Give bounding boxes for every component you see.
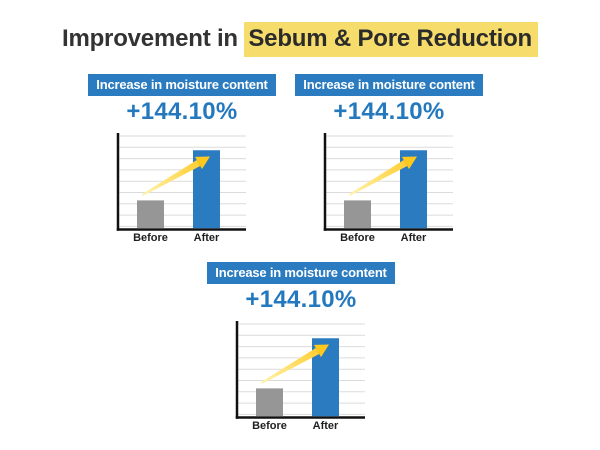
before-bar: [255, 388, 283, 417]
category-label-after: After: [193, 232, 219, 244]
page-title: Improvement in Sebum & Pore Reduction: [0, 22, 600, 57]
before-bar: [136, 200, 164, 229]
before-bar: [343, 200, 371, 229]
category-label-before: Before: [340, 232, 375, 244]
page-title-highlight: Sebum & Pore Reduction: [244, 22, 538, 57]
bar-chart: Before After: [116, 133, 246, 244]
bar-chart: Before After: [235, 321, 365, 432]
category-label-before: Before: [133, 232, 168, 244]
bar-chart: Before After: [323, 133, 453, 244]
growth-arrow-icon: [260, 344, 329, 384]
chart-panel: Increase in moisture content +144.10%: [284, 74, 494, 247]
category-label-after: After: [312, 420, 338, 432]
category-label-before: Before: [252, 420, 287, 432]
page-title-prefix: Improvement in: [61, 25, 238, 52]
chart-title-badge: Increase in moisture content: [88, 74, 276, 96]
chart-title-badge: Increase in moisture content: [295, 74, 483, 96]
percent-increase-value: +144.10%: [126, 98, 238, 125]
growth-arrow-icon: [348, 156, 417, 196]
category-label-after: After: [400, 232, 426, 244]
percent-increase-value: +144.10%: [333, 98, 445, 125]
chart-title-badge: Increase in moisture content: [207, 262, 395, 284]
percent-increase-value: +144.10%: [245, 286, 357, 313]
chart-panel: Increase in moisture content +144.10%: [196, 262, 406, 435]
chart-panel: Increase in moisture content +144.10%: [77, 74, 287, 247]
growth-arrow-icon: [141, 156, 210, 196]
